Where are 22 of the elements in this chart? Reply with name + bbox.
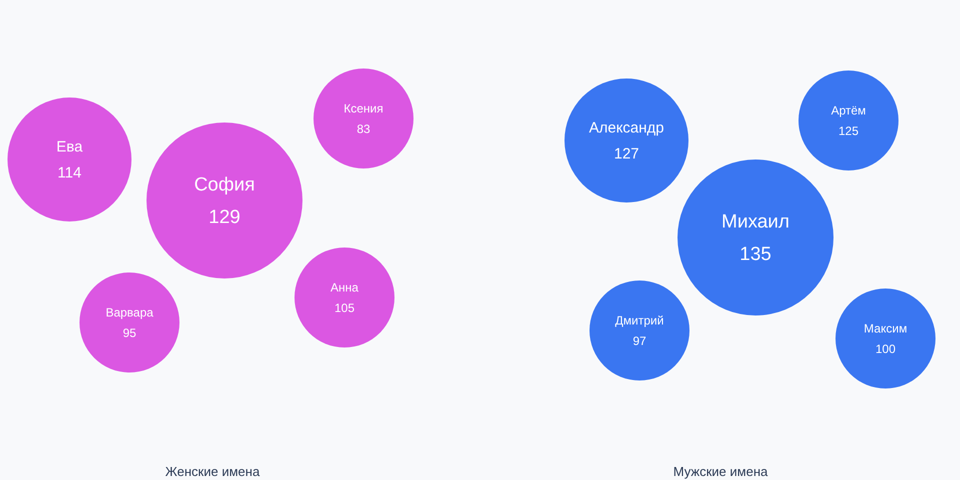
data-label: 105 <box>334 301 355 315</box>
data-label: 97 <box>632 334 646 348</box>
data-label: 100 <box>875 342 896 356</box>
category-label: Артём <box>831 104 866 118</box>
data-label: 114 <box>58 164 82 182</box>
category-label: Анна <box>330 280 359 294</box>
data-label: 127 <box>614 145 640 162</box>
data-label: 129 <box>208 207 240 228</box>
text: Мужские имена <box>673 464 768 479</box>
text: Женские имена <box>165 464 260 479</box>
data-label: 125 <box>838 124 859 138</box>
data-label: 135 <box>740 244 772 266</box>
category-label: Дмитрий <box>615 314 664 328</box>
category-label: Александр <box>588 120 664 137</box>
category-label: Михаил <box>722 211 790 232</box>
category-label: Варвара <box>106 306 154 320</box>
category-label: Ксения <box>344 102 384 116</box>
category-label: София <box>194 174 255 196</box>
data-label: 83 <box>356 122 370 136</box>
data-label: 95 <box>122 326 136 340</box>
category-label: Ева <box>56 138 84 156</box>
category-label: Максим <box>864 322 908 336</box>
